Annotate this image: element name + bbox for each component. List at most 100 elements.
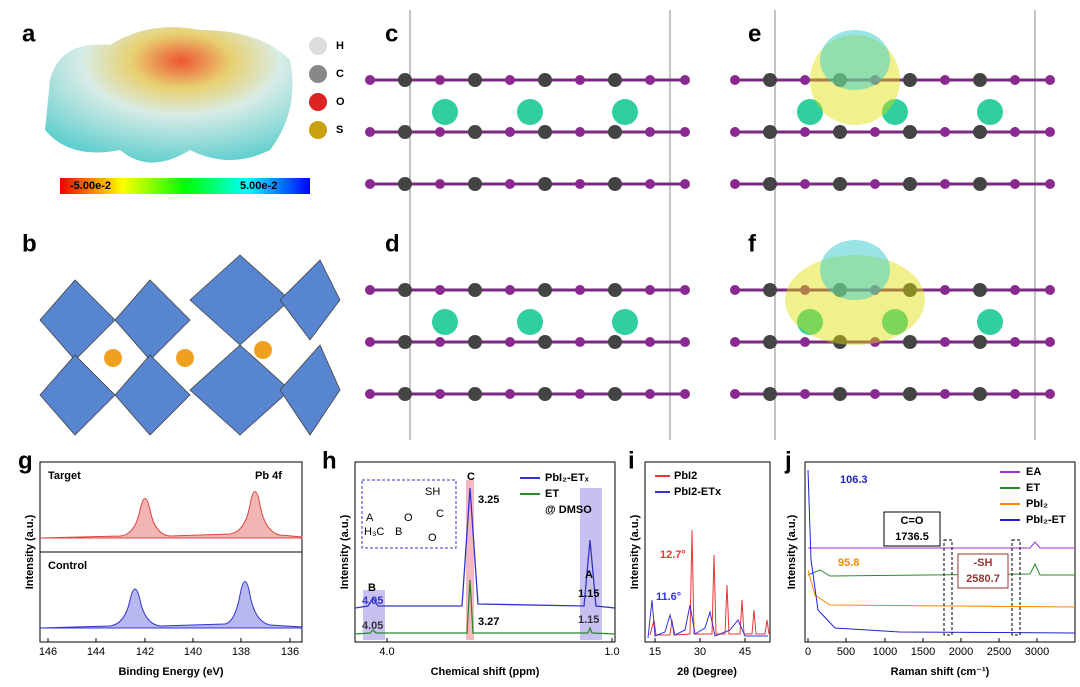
- pb-atom: [398, 73, 412, 87]
- atom: [940, 127, 950, 137]
- cations: [104, 341, 272, 367]
- panel-label: a: [22, 20, 36, 47]
- j-etpbi2-curve: [807, 469, 1076, 634]
- label: 3.27: [478, 616, 499, 628]
- atom: [1045, 337, 1055, 347]
- atom: [1010, 389, 1020, 399]
- label: 1.0: [604, 646, 619, 658]
- g-element: Pb 4f: [255, 470, 282, 482]
- label: 3000: [1025, 646, 1049, 658]
- panel-label: g: [18, 447, 33, 474]
- i-xlabel: 2θ (Degree): [677, 666, 737, 678]
- pb-atom: [608, 283, 622, 297]
- pb-atom: [468, 125, 482, 139]
- label: PbI2-ETx: [674, 486, 722, 498]
- atom: [1010, 179, 1020, 189]
- h-ylabel: Intensity (a.u.): [339, 514, 351, 589]
- pb-atom: [538, 125, 552, 139]
- esp-surface: [45, 27, 293, 163]
- panel-label: d: [385, 230, 400, 257]
- colorbar-min: -5.00e-2: [70, 180, 111, 192]
- g-ylabel: Intensity (a.u.): [24, 514, 36, 589]
- label: EA: [1026, 466, 1041, 478]
- j-sh-label-box: [957, 553, 1009, 589]
- label: ET: [545, 488, 559, 500]
- pb-atom: [538, 387, 552, 401]
- label: ET: [1026, 482, 1040, 494]
- element-swatch: [309, 93, 327, 111]
- atom: [645, 75, 655, 85]
- label: C: [336, 68, 344, 80]
- i-pbi2-curve: [649, 529, 770, 636]
- label: PbI2: [674, 470, 697, 482]
- cation: [517, 309, 543, 335]
- pb-atom: [468, 387, 482, 401]
- pb-atom: [608, 387, 622, 401]
- pb-atom: [903, 387, 917, 401]
- atom: [1045, 389, 1055, 399]
- h-et-curve: [354, 579, 616, 635]
- label: O: [428, 532, 437, 544]
- g-top-label: Target: [48, 470, 81, 482]
- pb-atom: [398, 283, 412, 297]
- atom: [645, 389, 655, 399]
- label: B: [395, 526, 402, 538]
- atom: [870, 337, 880, 347]
- pb-atom: [763, 125, 777, 139]
- atom: [575, 337, 585, 347]
- atom: [575, 127, 585, 137]
- atom: [575, 389, 585, 399]
- cation: [882, 99, 908, 125]
- label: 45: [739, 646, 751, 658]
- cation: [432, 309, 458, 335]
- label: 106.3: [840, 474, 868, 486]
- pb-atom: [763, 335, 777, 349]
- panel-label: b: [22, 230, 37, 257]
- atom: [940, 389, 950, 399]
- pb-atom: [538, 283, 552, 297]
- panel-label: i: [628, 447, 635, 474]
- pb-atom: [398, 125, 412, 139]
- j-frame: [804, 461, 1076, 643]
- label: A: [366, 512, 374, 524]
- atom: [435, 285, 445, 295]
- j-xlabel: Raman shift (cm⁻¹): [891, 666, 990, 678]
- atom: [800, 337, 810, 347]
- atom: [1045, 285, 1055, 295]
- label: 1736.5: [895, 531, 929, 543]
- atom: [1045, 75, 1055, 85]
- label: 95.8: [838, 557, 859, 569]
- atom: [435, 179, 445, 189]
- label: 1500: [911, 646, 935, 658]
- cation: [612, 99, 638, 125]
- label: H: [336, 40, 344, 52]
- j-co-box: [943, 539, 953, 636]
- atom: [435, 389, 445, 399]
- label: 0: [805, 646, 811, 658]
- h-band-c: [466, 480, 474, 640]
- pb-atom: [763, 387, 777, 401]
- panel-label: h: [322, 447, 337, 474]
- label: 4.05: [362, 620, 383, 632]
- label: @ DMSO: [545, 504, 592, 516]
- colorbar: [60, 178, 310, 194]
- cation: [797, 99, 823, 125]
- atom: [365, 337, 375, 347]
- cation: [882, 309, 908, 335]
- label: 30: [694, 646, 706, 658]
- label: SH: [425, 486, 440, 498]
- label: 144: [87, 646, 105, 658]
- atom: [940, 285, 950, 295]
- j-ea-curve: [808, 541, 1075, 549]
- atom: [680, 337, 690, 347]
- label: 12.7°: [660, 549, 686, 561]
- h-etx-curve: [354, 487, 616, 609]
- pb-atom: [608, 177, 622, 191]
- j-et-curve: [807, 562, 1075, 577]
- i-frame: [644, 461, 771, 643]
- h-xlabel: Chemical shift (ppm): [431, 666, 540, 678]
- pb-atom: [468, 283, 482, 297]
- atom: [435, 127, 445, 137]
- atom: [800, 75, 810, 85]
